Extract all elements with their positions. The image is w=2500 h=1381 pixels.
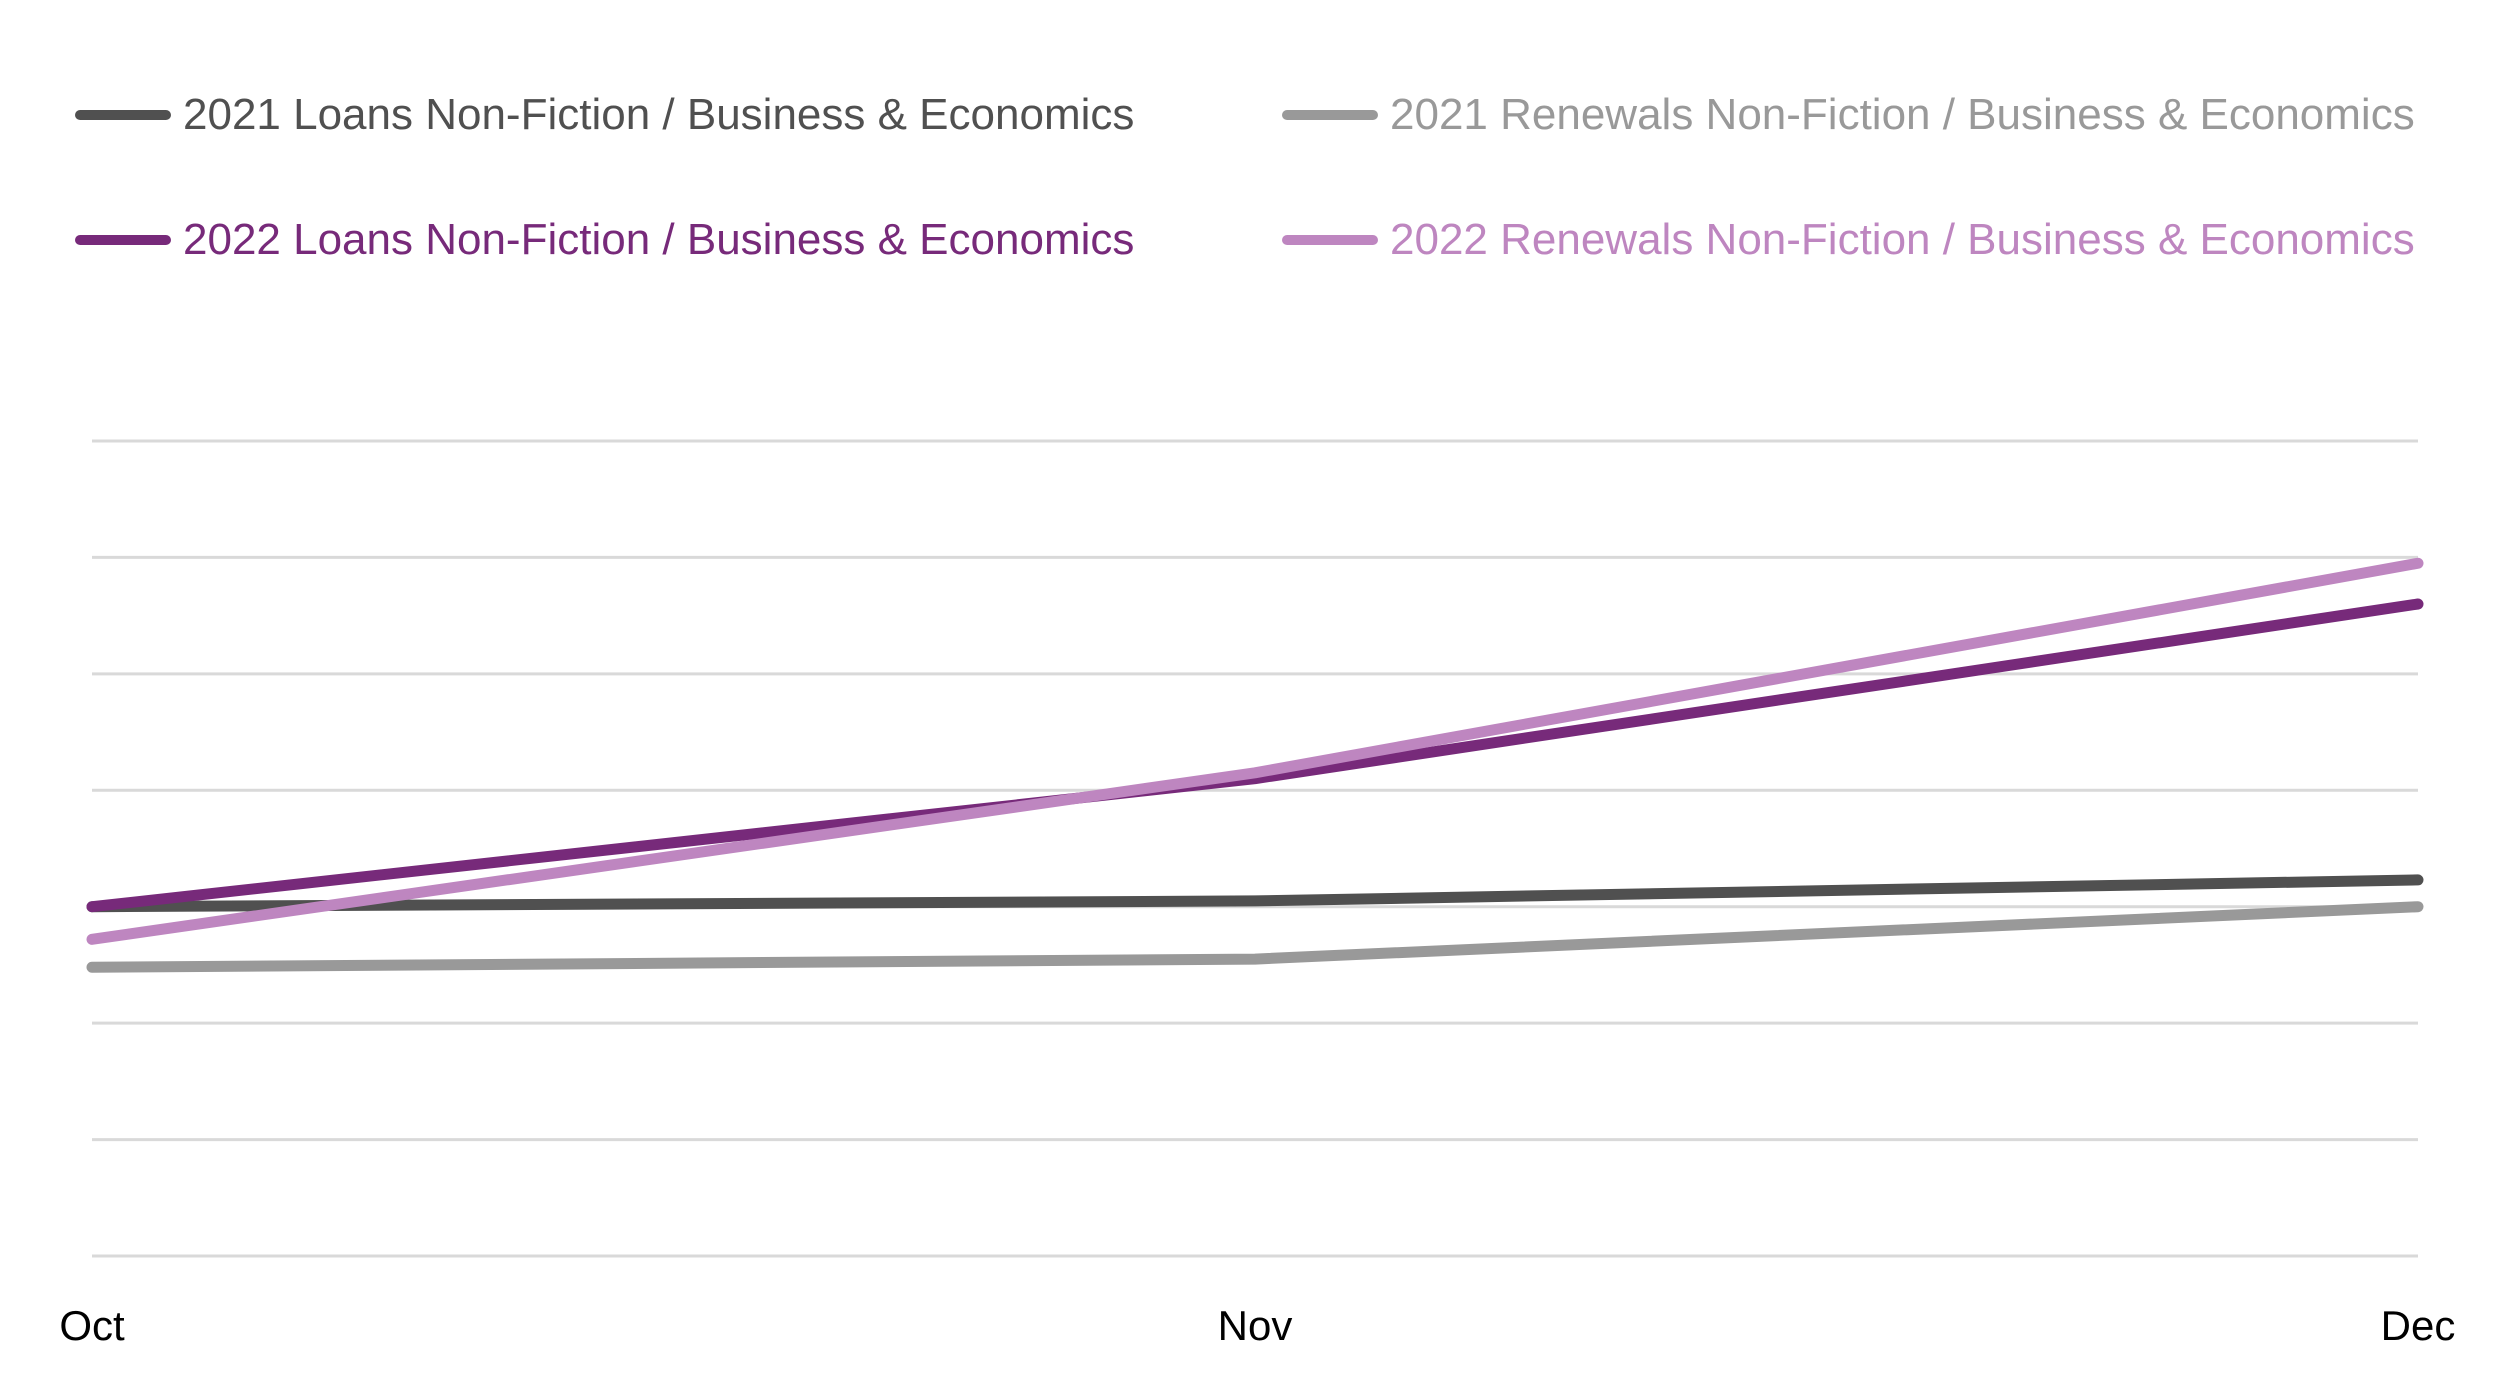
- series-line-1: [86, 901, 2424, 973]
- legend: 2021 Loans Non-Fiction / Business & Econ…: [0, 0, 2500, 300]
- legend-swatch-2022-loans: [75, 235, 171, 245]
- legend-swatch-2022-renewals: [1282, 235, 1378, 245]
- legend-label-2021-loans: 2021 Loans Non-Fiction / Business & Econ…: [183, 90, 1135, 139]
- legend-label-2022-loans: 2022 Loans Non-Fiction / Business & Econ…: [183, 215, 1135, 264]
- x-tick-label-nov: Nov: [1218, 1302, 1293, 1349]
- x-tick-label-oct: Oct: [59, 1302, 125, 1349]
- legend-swatch-2021-loans: [75, 110, 171, 120]
- legend-item-2021-renewals: 2021 Renewals Non-Fiction / Business & E…: [1282, 85, 2415, 145]
- gridlines: [92, 439, 2418, 1258]
- legend-item-2022-loans: 2022 Loans Non-Fiction / Business & Econ…: [75, 210, 1134, 270]
- legend-label-2022-renewals: 2022 Renewals Non-Fiction / Business & E…: [1390, 215, 2415, 264]
- legend-item-2022-renewals: 2022 Renewals Non-Fiction / Business & E…: [1282, 210, 2415, 270]
- legend-item-2021-loans: 2021 Loans Non-Fiction / Business & Econ…: [75, 85, 1134, 145]
- series-line-3: [86, 557, 2424, 945]
- legend-label-2021-renewals: 2021 Renewals Non-Fiction / Business & E…: [1390, 90, 2415, 139]
- series-line-0: [86, 874, 2424, 913]
- series-lines: [86, 557, 2424, 973]
- legend-swatch-2021-renewals: [1282, 110, 1378, 120]
- series-line-2: [86, 598, 2424, 913]
- x-axis-tick-labels: Oct Nov Dec: [59, 1302, 2455, 1349]
- x-tick-label-dec: Dec: [2381, 1302, 2456, 1349]
